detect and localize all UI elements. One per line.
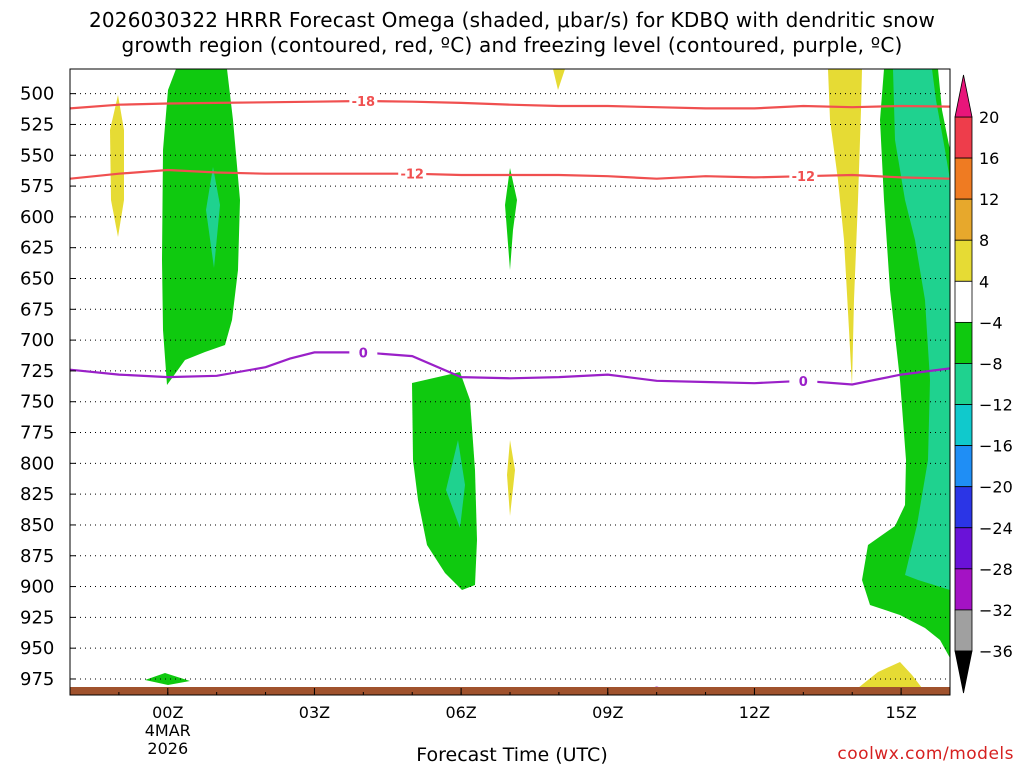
colorbar-tick-label: 20 [979, 108, 999, 127]
updraft-core-01z [206, 167, 220, 268]
colorbar-tick-label: −20 [979, 478, 1013, 497]
colorbar-under-triangle [954, 650, 973, 694]
colorbar-tick-label: −24 [979, 519, 1013, 538]
subsidence-region-surface-15z [858, 662, 922, 688]
subsidence-region-14z [828, 69, 862, 386]
y-tick-label: 600 [20, 207, 54, 228]
y-tick-label: 950 [20, 638, 54, 659]
colorbar-tick-label: 12 [979, 190, 999, 209]
y-tick-label: 700 [20, 330, 54, 351]
contour-label: -18 [352, 95, 376, 110]
y-tick-label: 525 [20, 114, 54, 135]
y-tick-label: 825 [20, 484, 54, 505]
y-tick-label: 750 [20, 392, 54, 413]
colorbar-swatch [954, 239, 973, 282]
y-tick-label: 500 [20, 84, 54, 105]
colorbar-swatch [954, 527, 973, 570]
pressure-gridlines [70, 93, 950, 680]
x-tick-label: 00Z [152, 703, 183, 722]
colorbar-swatch [954, 116, 973, 159]
colorbar-swatch [954, 445, 973, 488]
y-tick-label: 925 [20, 607, 54, 628]
chart-title-line-2: growth region (contoured, red, ºC) and f… [121, 33, 903, 57]
chart-title-line-1: 2026030322 HRRR Forecast Omega (shaded, … [88, 8, 936, 32]
y-tick-label: 775 [20, 423, 54, 444]
y-tick-label: 625 [20, 238, 54, 259]
colorbar-swatch [954, 404, 973, 447]
updraft-core-06z [446, 440, 465, 528]
colorbar-tick-label: −12 [979, 396, 1013, 415]
y-tick-label: 550 [20, 145, 54, 166]
x-tick-sublabel: 2026 [147, 739, 188, 758]
x-tick-label: 15Z [885, 703, 916, 722]
colorbar-tick-label: 16 [979, 149, 999, 168]
colorbar-swatch [954, 363, 973, 405]
contour-label-bg [349, 93, 378, 110]
y-tick-label: 975 [20, 669, 54, 690]
y-tick-label: 850 [20, 515, 54, 536]
omega-shading [110, 69, 950, 688]
y-tick-label: 675 [20, 299, 54, 320]
colorbar-tick-label: −28 [979, 560, 1013, 579]
y-tick-label: 875 [20, 546, 54, 567]
contour-label: -12 [400, 168, 424, 183]
subsidence-region-23z [110, 95, 124, 237]
subsidence-region-07z-low [507, 440, 515, 516]
y-tick-label: 650 [20, 268, 54, 289]
y-tick-label: 575 [20, 176, 54, 197]
colorbar-tick-label: −8 [979, 354, 1003, 373]
contour-label-bg [789, 168, 818, 185]
colorbar-tick-label: −32 [979, 601, 1013, 620]
x-tick-label: 09Z [592, 703, 623, 722]
colorbar-swatch [954, 198, 973, 241]
contour-label: 0 [359, 346, 368, 361]
y-tick-label: 725 [20, 361, 54, 382]
contour-lines: -18-12-12000 [70, 93, 950, 695]
terrain-strip [70, 687, 950, 695]
colorbar-swatch [954, 321, 973, 364]
updraft-cell-07z [505, 168, 517, 270]
updraft-cell-surface-00z [145, 673, 190, 685]
colorbar-swatch [954, 486, 973, 529]
colorbar-over-triangle [954, 74, 973, 118]
updraft-region-00z [162, 69, 240, 385]
contour-label: 0 [799, 375, 808, 390]
colorbar-tick-label: 4 [979, 272, 989, 291]
colorbar-swatch [954, 568, 973, 611]
contour-label: -12 [792, 170, 816, 185]
x-axis-title: Forecast Time (UTC) [416, 744, 608, 766]
contour-label-bg [789, 372, 818, 389]
subsidence-region-08z [553, 69, 565, 90]
y-axis: 500 525 550 575 600 625 650 675 700 725 750 775 800 8… [20, 84, 76, 690]
contour-line-0 [70, 99, 950, 110]
contour-label-bg [398, 165, 427, 182]
colorbar: 20 16 12 8 4 −4 −8 −12 −16 −20 −24 −28 −32 −36 [954, 74, 1013, 694]
x-tick-label: 06Z [445, 703, 476, 722]
colorbar-swatch [954, 280, 973, 323]
y-tick-label: 800 [20, 453, 54, 474]
contour-line-2 [70, 351, 950, 386]
y-tick-label: 900 [20, 577, 54, 598]
updraft-core-15z [893, 69, 950, 590]
colorbar-tick-label: −36 [979, 642, 1013, 661]
colorbar-tick-label: 8 [979, 231, 989, 250]
x-tick-label: 12Z [739, 703, 770, 722]
x-tick-label: 03Z [299, 703, 330, 722]
colorbar-tick-label: −16 [979, 437, 1013, 456]
updraft-region-06z [412, 372, 477, 590]
x-tick-sublabel: 4MAR [145, 721, 191, 740]
credit-text: coolwx.com/models [837, 744, 1014, 764]
colorbar-swatch [954, 609, 973, 652]
colorbar-swatch [954, 157, 973, 200]
colorbar-tick-label: −4 [979, 313, 1003, 332]
contour-label-bg [349, 344, 378, 361]
